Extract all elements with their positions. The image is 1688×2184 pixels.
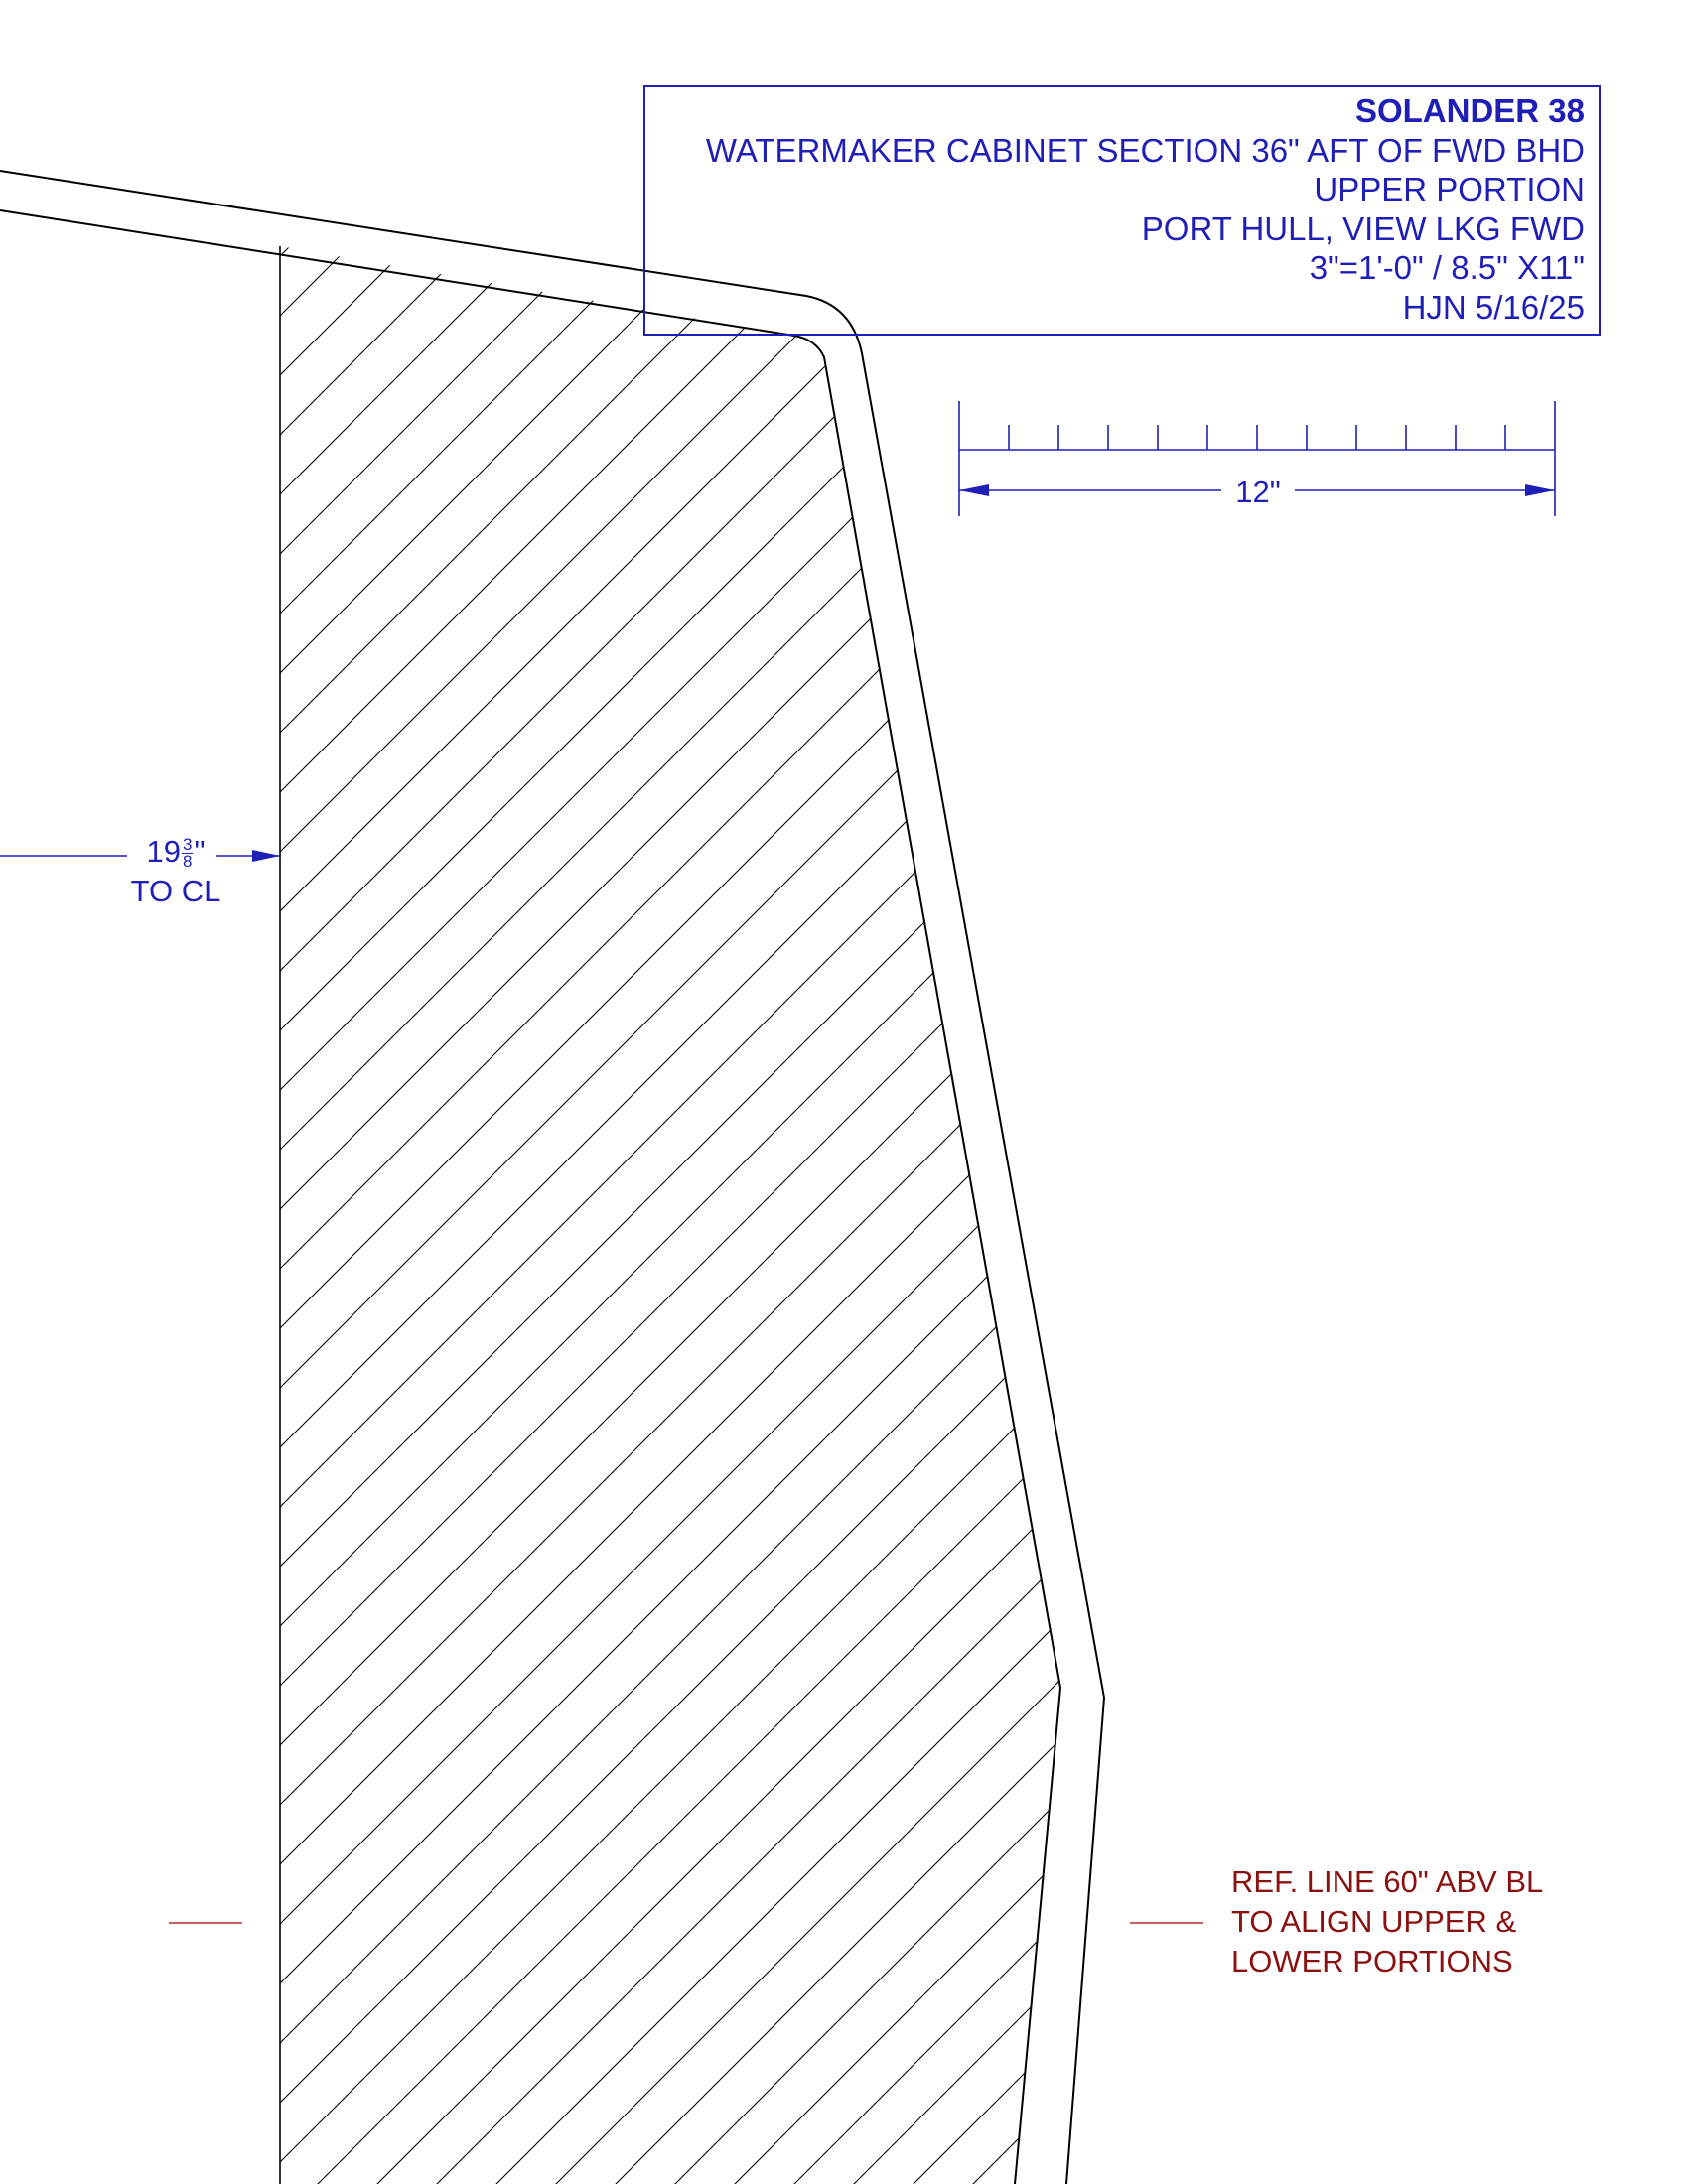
centerline-dim-value: 19 3 8 "	[119, 832, 232, 872]
title-view: PORT HULL, VIEW LKG FWD	[1141, 209, 1585, 247]
cabinet-section-hatch	[280, 246, 1060, 2184]
scale-bar-label: 12"	[1227, 475, 1289, 510]
title-project-name: SOLANDER 38	[1354, 92, 1585, 129]
centerline-dim-frac-num: 3	[182, 835, 194, 855]
centerline-dim-unit: "	[194, 834, 206, 869]
title-author-date: HJN 5/16/25	[1402, 288, 1585, 326]
title-block: SOLANDER 38 WATERMAKER CABINET SECTION 3…	[643, 85, 1601, 336]
hull-inner-line	[0, 209, 1062, 2184]
centerline-dim-leader	[0, 850, 280, 862]
hull-outer-line	[0, 170, 1106, 2184]
scale-arrow-left	[959, 484, 989, 496]
scale-bar	[958, 401, 1556, 516]
title-portion: UPPER PORTION	[1314, 171, 1585, 207]
centerline-dim-arrow	[252, 850, 280, 862]
centerline-dim-frac-den: 8	[183, 852, 193, 872]
centerline-dim-whole: 19	[146, 834, 181, 869]
ref-note-line-3: LOWER PORTIONS	[1231, 1944, 1513, 1979]
ref-note-line-1: REF. LINE 60" ABV BL	[1231, 1864, 1544, 1899]
title-drawing-description: WATERMAKER CABINET SECTION 36" AFT OF FW…	[705, 131, 1585, 169]
title-scale: 3"=1'-0" / 8.5" X11"	[1309, 249, 1585, 286]
ref-note-line-2: TO ALIGN UPPER &	[1231, 1904, 1517, 1939]
scale-arrow-right	[1525, 484, 1555, 496]
centerline-dimension: 19 3 8 " TO CL	[119, 832, 232, 911]
scale-bar-ticks	[1008, 425, 1506, 450]
ref-line-note: REF. LINE 60" ABV BL TO ALIGN UPPER & LO…	[1231, 1862, 1543, 1981]
centerline-dim-note: TO CL	[130, 874, 221, 908]
